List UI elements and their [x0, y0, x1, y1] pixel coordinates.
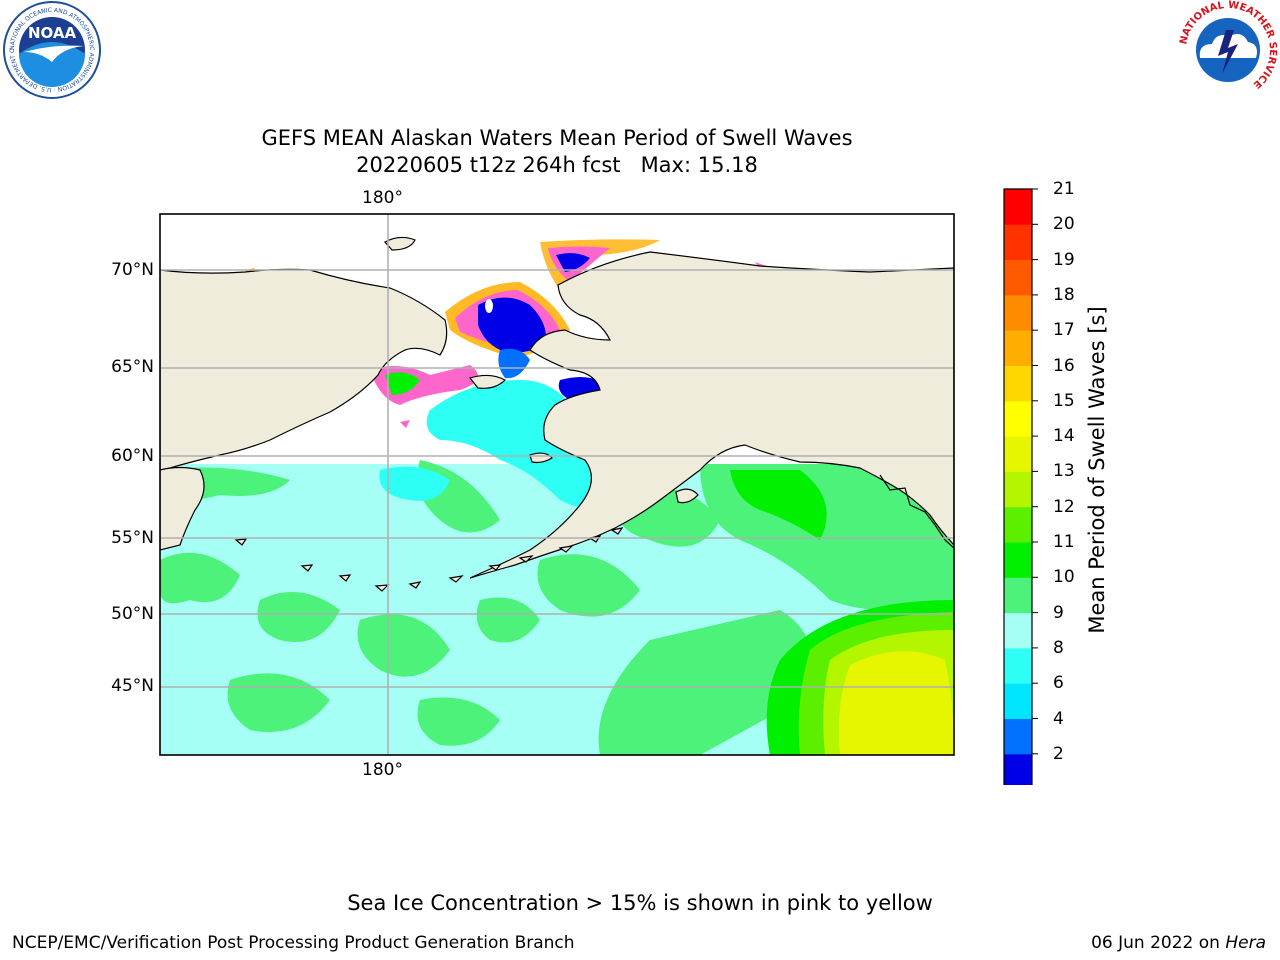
- swell-9-10s-patches: [160, 460, 954, 755]
- lat-label-45n: 45°N: [111, 676, 154, 696]
- colorbar-tick-label: 20: [1053, 214, 1075, 235]
- colorbar-segment: [1004, 189, 1032, 225]
- footer-machine: Hera: [1225, 933, 1266, 953]
- colorbar-segment: [1004, 294, 1032, 331]
- colorbar-segment: [1004, 365, 1032, 402]
- sea-ice-note: Sea Ice Concentration > 15% is shown in …: [347, 891, 933, 915]
- colorbar-segment: [1004, 647, 1032, 684]
- colorbar-segment: [1004, 330, 1032, 366]
- colorbar-segment: [1004, 259, 1032, 296]
- colorbar-segment: [1004, 542, 1032, 578]
- colorbar-tick-label: 10: [1053, 567, 1075, 588]
- colorbar-tick-label: 18: [1053, 284, 1075, 305]
- norton-sound-blue: [558, 376, 605, 400]
- footer-branch: NCEP/EMC/Verification Post Processing Pr…: [12, 933, 575, 953]
- colorbar-tick-label: 16: [1053, 355, 1075, 376]
- lon-label-bottom: 180°: [362, 760, 403, 780]
- footer-date-text: 06 Jun 2022 on: [1091, 933, 1226, 953]
- colorbar-tick-label: 9: [1053, 602, 1064, 623]
- lat-label-65n: 65°N: [111, 357, 154, 377]
- colorbar-segment: [1004, 400, 1032, 437]
- lon-label-top: 180°: [362, 188, 403, 208]
- kodiak-island: [675, 488, 699, 504]
- colorbar-segment: [1004, 612, 1032, 649]
- colorbar-segment: [1004, 718, 1032, 755]
- colorbar-tick-label: 17: [1053, 320, 1075, 341]
- colorbar-segment: [1004, 471, 1032, 508]
- colorbar-segment: [1004, 577, 1032, 614]
- colorbar-tick-label: 15: [1053, 390, 1075, 411]
- sea-ice-overlay: [245, 239, 915, 428]
- colorbar-tick-label: 6: [1053, 673, 1064, 694]
- lat-label-60n: 60°N: [111, 446, 154, 466]
- colorbar-tick-label: 8: [1053, 637, 1064, 658]
- colorbar-label: Mean Period of Swell Waves [s]: [1085, 306, 1109, 634]
- colorbar-tick-label: 14: [1053, 426, 1075, 447]
- swell-13-14s-band: [838, 651, 954, 755]
- colorbar-tick-label: 11: [1053, 532, 1075, 552]
- lat-label-70n: 70°N: [111, 260, 154, 280]
- colorbar-frame: [1003, 188, 1033, 785]
- bering-sea-cyan-2: [379, 466, 450, 501]
- lat-label-55n: 55°N: [111, 528, 154, 548]
- noaa-logo-text: NOAA: [28, 24, 77, 42]
- colorbar-segment: [1004, 436, 1032, 472]
- st-lawrence-island: [468, 374, 506, 389]
- noaa-logo: NATIONAL OCEANIC AND ATMOSPHERIC ADMINIS…: [0, 0, 101, 99]
- colorbar-tick-label: 19: [1053, 249, 1075, 270]
- colorbar-tick-label: 21: [1053, 179, 1075, 199]
- map-frame: [159, 213, 955, 756]
- wrangel-island: [384, 236, 416, 251]
- lat-label-50n: 50°N: [111, 604, 154, 624]
- colorbar-segment: [1004, 753, 1032, 785]
- chart-title: GEFS MEAN Alaskan Waters Mean Period of …: [261, 126, 853, 150]
- bering-sea-cyan: [426, 380, 640, 510]
- colorbar-tick-label: 2: [1053, 743, 1064, 764]
- kamchatka-land: [160, 466, 205, 551]
- colorbar-segment: [1004, 683, 1032, 719]
- footer-date: 06 Jun 2022 on Hera: [1091, 932, 1266, 954]
- colorbar-segment: [1004, 506, 1032, 543]
- colorbar-tick-label: 12: [1053, 496, 1075, 517]
- colorbar-tick-label: 4: [1053, 708, 1064, 729]
- graticule: [160, 214, 954, 755]
- nws-logo: NATIONAL WEATHER SERVICE: [1178, 0, 1278, 97]
- colorbar: [1003, 188, 1038, 785]
- colorbar-segment: [1004, 224, 1032, 261]
- chart-subtitle: 20220605 t12z 264h fcst Max: 15.18: [356, 153, 758, 177]
- colorbar-tick-label: 13: [1053, 461, 1075, 482]
